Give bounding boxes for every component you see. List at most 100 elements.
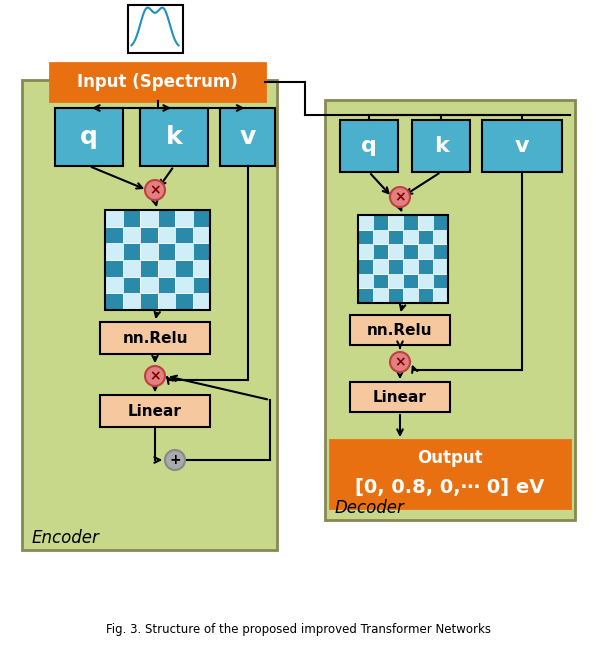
Bar: [403, 244, 418, 259]
Bar: [358, 274, 373, 288]
Bar: [403, 288, 418, 303]
Bar: [433, 215, 448, 230]
Bar: [418, 274, 433, 288]
Bar: [418, 215, 433, 230]
Text: Linear: Linear: [373, 390, 427, 404]
Bar: [388, 215, 403, 230]
Text: k: k: [166, 125, 182, 149]
Circle shape: [145, 366, 165, 386]
Bar: [157, 244, 175, 260]
Text: q: q: [80, 125, 98, 149]
Text: ×: ×: [394, 190, 406, 204]
Bar: [373, 230, 388, 244]
Bar: [140, 108, 208, 166]
Bar: [433, 259, 448, 274]
Bar: [100, 395, 210, 427]
Bar: [105, 276, 123, 293]
Bar: [175, 293, 193, 310]
Circle shape: [390, 352, 410, 372]
Bar: [403, 230, 418, 244]
Bar: [100, 322, 210, 354]
Bar: [105, 210, 210, 310]
Bar: [433, 230, 448, 244]
Text: ×: ×: [394, 355, 406, 369]
Bar: [175, 260, 193, 276]
Bar: [350, 315, 450, 345]
Bar: [105, 260, 123, 276]
Text: Linear: Linear: [128, 404, 182, 419]
Text: nn.Relu: nn.Relu: [367, 322, 433, 337]
Text: k: k: [434, 136, 448, 156]
Text: v: v: [239, 125, 255, 149]
Bar: [105, 227, 123, 244]
Bar: [140, 293, 157, 310]
Bar: [193, 260, 210, 276]
Bar: [373, 244, 388, 259]
Bar: [175, 276, 193, 293]
Bar: [157, 293, 175, 310]
Bar: [140, 260, 157, 276]
Bar: [388, 244, 403, 259]
Text: q: q: [361, 136, 377, 156]
Bar: [123, 293, 140, 310]
Bar: [193, 227, 210, 244]
Text: Input (Spectrum): Input (Spectrum): [77, 73, 238, 91]
Bar: [325, 100, 575, 520]
Bar: [50, 63, 265, 101]
Bar: [193, 293, 210, 310]
Bar: [418, 230, 433, 244]
Bar: [403, 259, 418, 274]
Bar: [433, 288, 448, 303]
Bar: [55, 108, 123, 166]
Bar: [123, 244, 140, 260]
Text: +: +: [169, 453, 181, 467]
Circle shape: [145, 180, 165, 200]
Bar: [105, 293, 123, 310]
Bar: [358, 259, 373, 274]
Bar: [105, 244, 123, 260]
Bar: [193, 276, 210, 293]
Bar: [123, 260, 140, 276]
Bar: [482, 120, 562, 172]
Circle shape: [390, 187, 410, 207]
Bar: [140, 276, 157, 293]
Bar: [123, 227, 140, 244]
Text: Fig. 3. Structure of the proposed improved Transformer Networks: Fig. 3. Structure of the proposed improv…: [106, 623, 492, 636]
Text: ×: ×: [149, 369, 161, 383]
Bar: [220, 108, 275, 166]
Bar: [388, 259, 403, 274]
Bar: [388, 274, 403, 288]
Bar: [418, 259, 433, 274]
Bar: [403, 215, 418, 230]
Bar: [358, 215, 448, 303]
Bar: [373, 215, 388, 230]
Bar: [358, 288, 373, 303]
Bar: [127, 5, 182, 53]
Bar: [330, 440, 570, 508]
Bar: [22, 80, 277, 550]
Bar: [123, 210, 140, 227]
Bar: [105, 210, 123, 227]
Text: Decoder: Decoder: [335, 499, 405, 517]
Bar: [358, 244, 373, 259]
Text: ×: ×: [149, 183, 161, 197]
Bar: [358, 215, 373, 230]
Bar: [140, 244, 157, 260]
Bar: [403, 274, 418, 288]
Bar: [193, 210, 210, 227]
Bar: [350, 382, 450, 412]
Bar: [157, 227, 175, 244]
Bar: [373, 288, 388, 303]
Bar: [373, 259, 388, 274]
Bar: [193, 244, 210, 260]
Bar: [140, 227, 157, 244]
Bar: [175, 210, 193, 227]
Bar: [433, 274, 448, 288]
Bar: [157, 210, 175, 227]
Bar: [388, 288, 403, 303]
Text: v: v: [515, 136, 529, 156]
Bar: [175, 227, 193, 244]
Bar: [175, 244, 193, 260]
Bar: [358, 230, 373, 244]
Bar: [412, 120, 470, 172]
